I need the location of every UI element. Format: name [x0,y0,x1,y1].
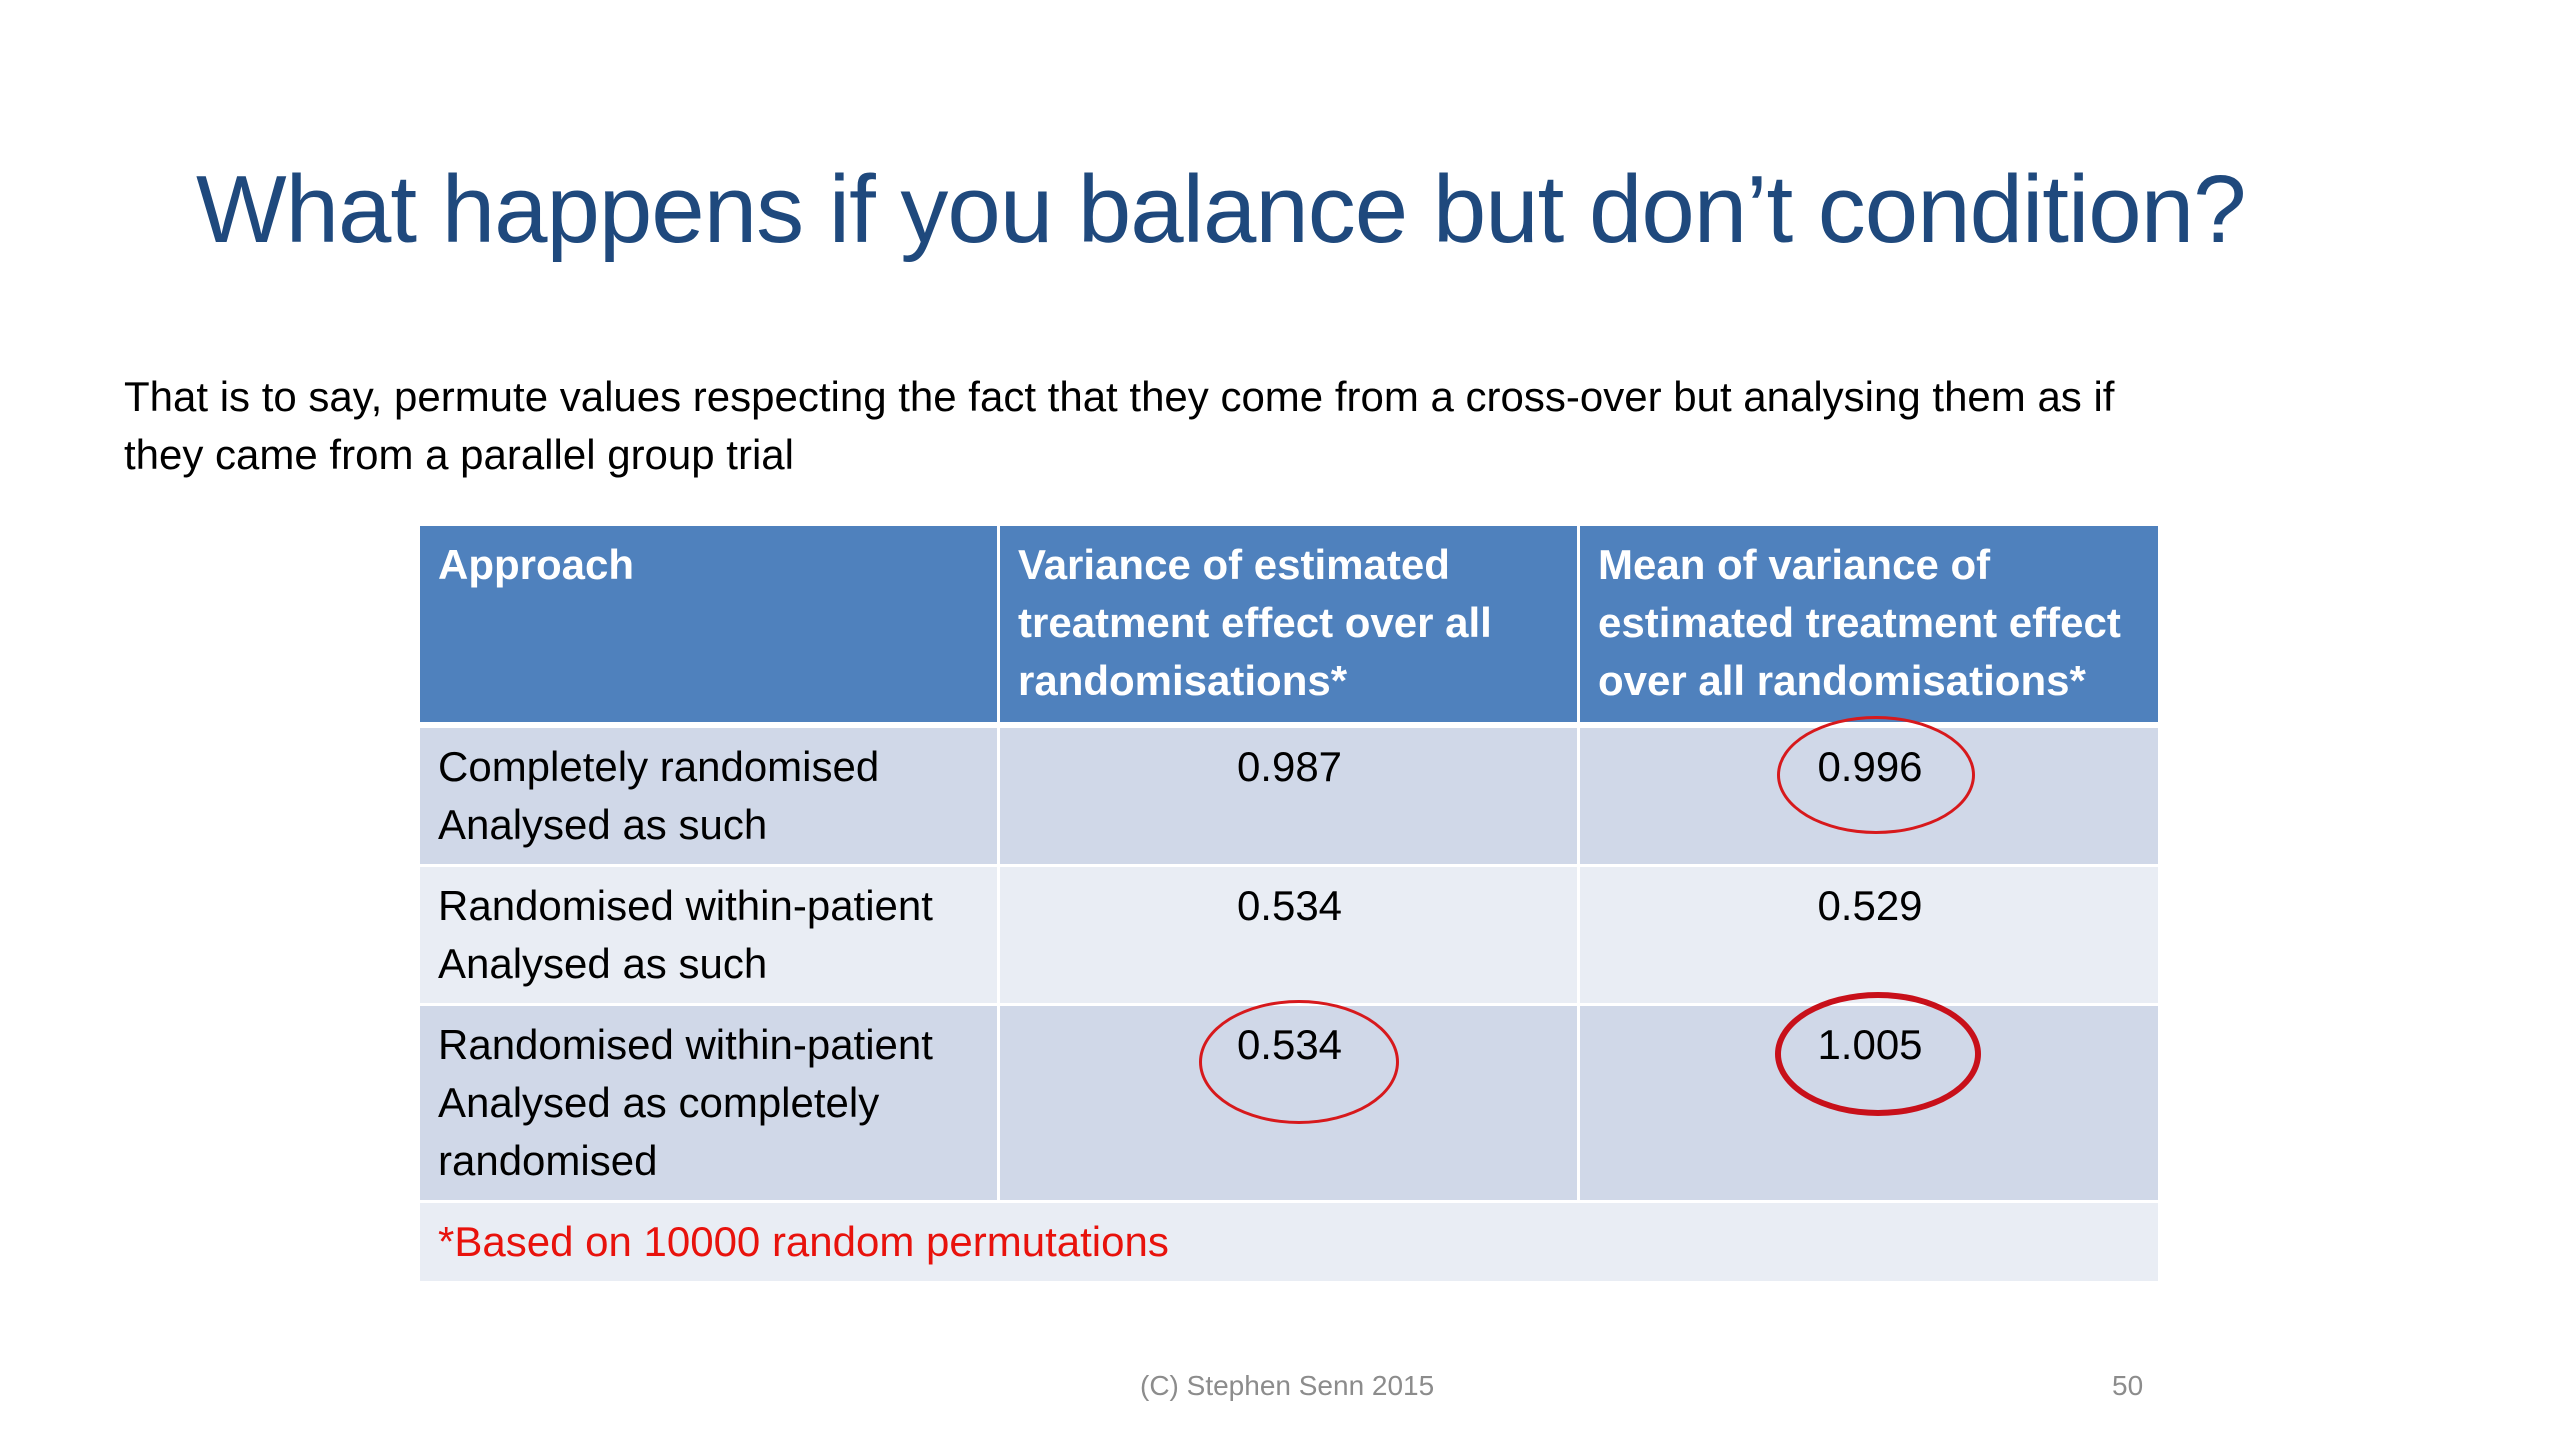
intro-line-1: That is to say, permute values respectin… [124,373,2115,420]
variance-text: 0.534 [1236,1021,1343,1068]
approach-line: Analysed as such [438,940,768,987]
approach-cell: Randomised within-patient Analysed as co… [420,1006,1000,1203]
variance-cell: 0.534 [1000,1000,1580,1203]
variance-cell: 0.534 [1000,867,1580,1006]
variance-value: 0.534 [1236,882,1343,929]
footnote-row: *Based on 10000 random permutations [420,1203,2158,1281]
slide-title: What happens if you balance but don’t co… [196,156,2246,263]
mean-variance-value: 0.529 [1817,882,1923,929]
mean-variance-text: 1.005 [1817,1021,1923,1068]
mean-variance-value: 0.996 [1777,716,1976,834]
mean-variance-text: 0.996 [1817,743,1923,790]
approach-line: Randomised within-patient [438,882,933,929]
header-approach: Approach [420,526,1000,728]
intro-text: That is to say, permute values respectin… [124,368,2324,484]
mean-variance-cell: 0.996 [1580,716,2158,867]
approach-cell: Randomised within-patient Analysed as su… [420,867,1000,1006]
intro-line-2: they came from a parallel group trial [124,431,794,478]
results-table: Approach Variance of estimated treatment… [420,526,2158,1281]
footnote-text: *Based on 10000 random permutations [438,1218,1169,1265]
table-header-row: Approach Variance of estimated treatment… [420,526,2158,728]
table-row: Completely randomised Analysed as such 0… [420,716,2158,867]
header-variance: Variance of estimated treatment effect o… [1000,526,1580,728]
results-table-wrapper: Approach Variance of estimated treatment… [420,526,2158,1281]
footer-credit: (C) Stephen Senn 2015 [1140,1370,1435,1401]
table-row: Randomised within-patient Analysed as su… [420,867,2158,1006]
mean-variance-cell: 1.005 [1580,992,2158,1203]
page-number: 50 [2112,1370,2144,1401]
mean-variance-cell: 0.529 [1580,867,2158,1006]
approach-line: Randomised within-patient [438,1021,933,1068]
approach-line: Analysed as such [438,801,768,848]
approach-line: Analysed as completely [438,1079,880,1126]
approach-line: Completely randomised [438,743,880,790]
variance-cell: 0.987 [1000,728,1580,867]
mean-variance-value: 1.005 [1775,992,1982,1116]
footnote-cell: *Based on 10000 random permutations [420,1203,2158,1281]
approach-line: randomised [438,1137,658,1184]
variance-value: 0.534 [1198,1000,1399,1124]
table-row: Randomised within-patient Analysed as co… [420,992,2158,1203]
variance-value: 0.987 [1236,743,1343,790]
approach-cell: Completely randomised Analysed as such [420,728,1000,867]
header-mean-variance: Mean of variance of estimated treatment … [1580,526,2158,728]
